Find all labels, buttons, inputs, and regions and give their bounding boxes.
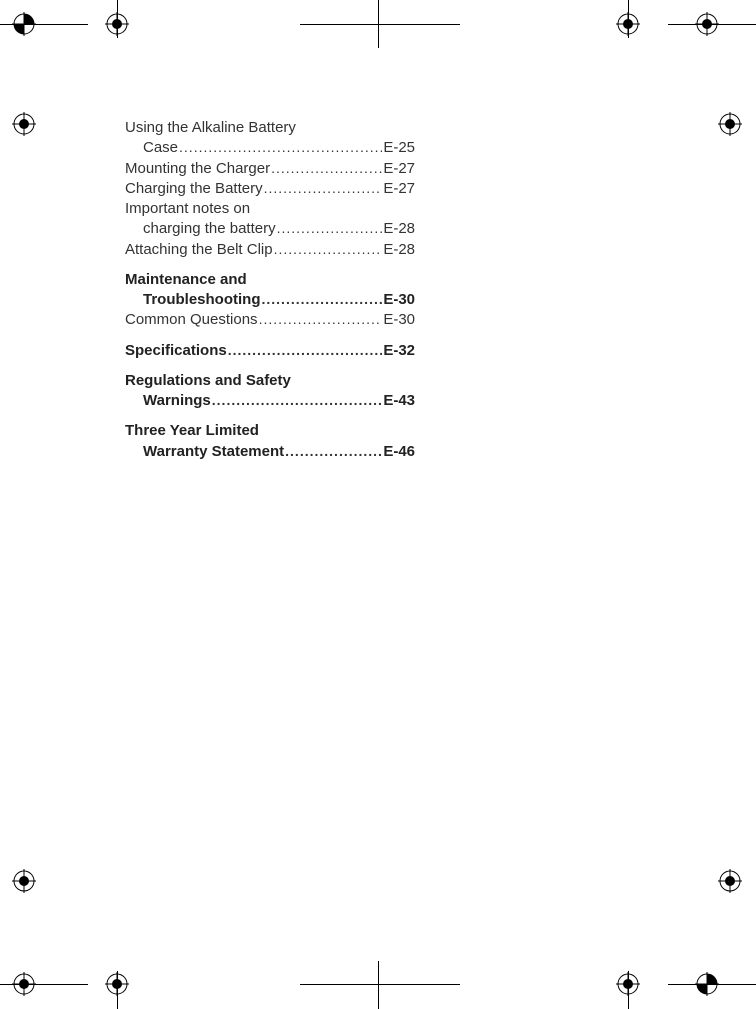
- toc-entry: Mounting the Charger E-27: [125, 159, 415, 179]
- crop-mark: [0, 984, 88, 985]
- toc-page-number: E-27: [383, 159, 415, 179]
- toc-leader-dots: [277, 219, 383, 238]
- crop-mark: [378, 961, 379, 1009]
- toc-content: Using the Alkaline BatteryCaseE-25Mounti…: [125, 118, 415, 462]
- toc-page-number: E-28: [383, 219, 415, 239]
- toc-label: Case: [143, 138, 178, 158]
- toc-entry-line: Maintenance and: [125, 270, 415, 290]
- toc-label: Important notes on: [125, 199, 250, 219]
- toc-page-number: E-46: [383, 442, 415, 462]
- toc-page-number: E-32: [383, 341, 415, 361]
- registration-mark-icon: [718, 112, 742, 136]
- toc-label: Troubleshooting: [143, 290, 261, 310]
- registration-mark-icon: [12, 869, 36, 893]
- toc-entry-line: Important notes on: [125, 199, 415, 219]
- toc-label: Warnings: [143, 391, 211, 411]
- toc-leader-dots: [264, 179, 383, 198]
- crop-mark: [668, 984, 756, 985]
- crop-mark: [668, 24, 756, 25]
- toc-label: Specifications: [125, 341, 227, 361]
- toc-label: Warranty Statement: [143, 442, 284, 462]
- crop-mark: [117, 971, 118, 1009]
- toc-leader-dots: [179, 138, 382, 157]
- crop-mark: [628, 971, 629, 1009]
- toc-entry: Attaching the Belt Clip E-28: [125, 240, 415, 260]
- crop-mark: [300, 24, 460, 25]
- toc-label: Three Year Limited: [125, 421, 259, 441]
- toc-leader-dots: [274, 240, 383, 259]
- toc-leader-dots: [271, 159, 382, 178]
- toc-entry: Specifications E-32: [125, 341, 415, 361]
- toc-entry: Common Questions E-30: [125, 310, 415, 330]
- toc-label: Charging the Battery: [125, 179, 263, 199]
- toc-leader-dots: [285, 442, 382, 461]
- toc-entry: Warnings E-43: [125, 391, 415, 411]
- toc-page-number: E-27: [383, 179, 415, 199]
- toc-leader-dots: [228, 341, 383, 360]
- toc-entry-line: Regulations and Safety: [125, 371, 415, 391]
- toc-leader-dots: [212, 391, 383, 410]
- toc-page-number: E-25: [383, 138, 415, 158]
- toc-label: Common Questions: [125, 310, 258, 330]
- toc-page-number: E-30: [383, 310, 415, 330]
- toc-page-number: E-43: [383, 391, 415, 411]
- toc-entry-line: Using the Alkaline Battery: [125, 118, 415, 138]
- toc-label: Attaching the Belt Clip: [125, 240, 273, 260]
- toc-page-number: E-28: [383, 240, 415, 260]
- toc-leader-dots: [259, 310, 383, 329]
- toc-entry: Troubleshooting E-30: [125, 290, 415, 310]
- crop-mark: [300, 984, 460, 985]
- registration-mark-icon: [718, 869, 742, 893]
- toc-label: Maintenance and: [125, 270, 247, 290]
- crop-mark: [628, 0, 629, 38]
- toc-label: Using the Alkaline Battery: [125, 118, 296, 138]
- crop-mark: [378, 0, 379, 48]
- toc-leader-dots: [262, 290, 383, 309]
- registration-mark-icon: [12, 112, 36, 136]
- toc-entry: Warranty Statement E-46: [125, 442, 415, 462]
- toc-label: Mounting the Charger: [125, 159, 270, 179]
- toc-entry: Charging the Battery E-27: [125, 179, 415, 199]
- toc-label: charging the battery: [143, 219, 276, 239]
- crop-mark: [117, 0, 118, 38]
- toc-label: Regulations and Safety: [125, 371, 291, 391]
- toc-entry: charging the battery E-28: [125, 219, 415, 239]
- toc-entry: Case E-25: [125, 138, 415, 158]
- crop-mark: [0, 24, 88, 25]
- toc-entry-line: Three Year Limited: [125, 421, 415, 441]
- toc-page-number: E-30: [383, 290, 415, 310]
